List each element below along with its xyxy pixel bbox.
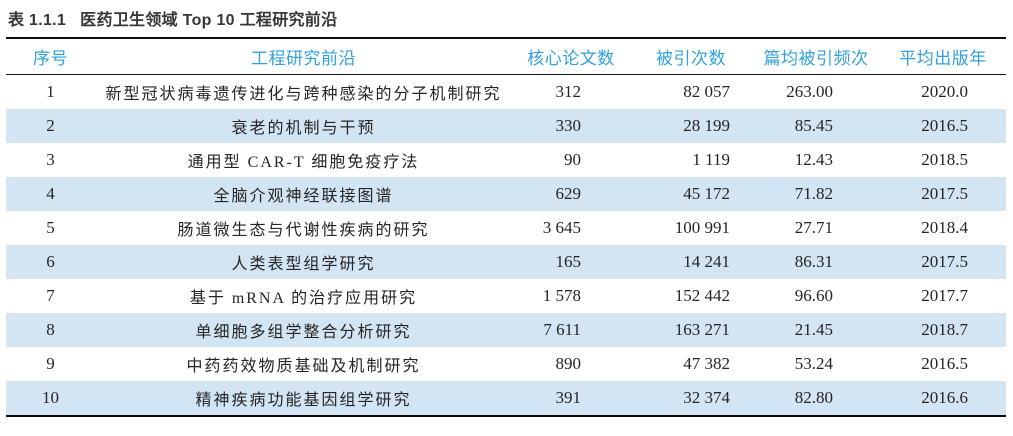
table-caption-title: 医药卫生领域 Top 10 工程研究前沿 [80,12,338,29]
mean-year-cell: 2020.0 [921,82,968,101]
mean-year-cell: 2016.6 [921,388,968,407]
core-papers-cell: 90 [564,150,581,169]
table-row: 10 精神疾病功能基因组学研究 391 32 374 82.80 2016.6 [6,381,1006,416]
core-papers-cell: 1 578 [542,286,581,305]
mean-year-cell: 2017.7 [921,286,968,305]
table-row: 6 人类表型组学研究 165 14 241 86.31 2017.5 [6,245,1006,279]
table-row: 3 通用型 CAR-T 细胞免疫疗法 90 1 119 12.43 2018.5 [6,143,1006,177]
citations-cell: 14 241 [683,252,730,271]
front-cell: 衰老的机制与干预 [231,120,376,137]
core-papers-cell: 629 [555,184,582,203]
front-cell: 基于 mRNA 的治疗应用研究 [189,290,418,307]
citations-per-paper-cell: 27.71 [794,218,833,237]
citations-per-paper-cell: 12.43 [794,150,833,169]
citations-cell: 82 057 [683,82,730,101]
front-cell: 中药药效物质基础及机制研究 [186,358,421,375]
citations-cell: 45 172 [683,184,730,203]
table-row: 8 单细胞多组学整合分析研究 7 611 163 271 21.45 2018.… [6,313,1006,347]
citations-per-paper-cell: 71.82 [794,184,833,203]
table-row: 1 新型冠状病毒遗传进化与跨种感染的分子机制研究 312 82 057 263.… [6,75,1006,110]
mean-year-cell: 2017.5 [921,252,968,271]
rank-cell: 4 [46,184,55,203]
table-row: 2 衰老的机制与干预 330 28 199 85.45 2016.5 [6,109,1006,143]
rank-cell: 2 [46,116,55,135]
citations-per-paper-cell: 96.60 [794,286,833,305]
table-caption-label: 表 1.1.1 [8,12,67,29]
rank-cell: 1 [46,82,55,101]
front-cell: 精神疾病功能基因组学研究 [195,392,412,409]
front-cell: 全脑介观神经联接图谱 [213,188,394,205]
core-papers-cell: 165 [555,252,582,271]
citations-cell: 163 271 [674,320,730,339]
column-header-front: 工程研究前沿 [95,38,512,75]
citations-per-paper-cell: 85.45 [794,116,833,135]
front-cell: 肠道微生态与代谢性疾病的研究 [177,222,430,239]
citations-per-paper-cell: 21.45 [794,320,833,339]
citations-per-paper-cell: 82.80 [794,388,833,407]
table-row: 9 中药药效物质基础及机制研究 890 47 382 53.24 2016.5 [6,347,1006,381]
core-papers-cell: 391 [555,388,582,407]
citations-cell: 28 199 [683,116,730,135]
mean-year-cell: 2018.4 [921,218,968,237]
rank-cell: 7 [46,286,55,305]
column-header-mean-year: 平均出版年 [880,38,1006,75]
citations-per-paper-cell: 263.00 [786,82,833,101]
front-cell: 人类表型组学研究 [231,256,376,273]
core-papers-cell: 890 [555,354,582,373]
front-cell: 单细胞多组学整合分析研究 [195,324,412,341]
table-header-row: 序号 工程研究前沿 核心论文数 被引次数 篇均被引频次 平均出版年 [6,38,1006,75]
citations-cell: 100 991 [674,218,730,237]
citations-cell: 32 374 [683,388,730,407]
table-row: 5 肠道微生态与代谢性疾病的研究 3 645 100 991 27.71 201… [6,211,1006,245]
mean-year-cell: 2018.5 [921,150,968,169]
table-caption: 表 1.1.1 医药卫生领域 Top 10 工程研究前沿 [8,11,1013,30]
mean-year-cell: 2016.5 [921,354,968,373]
core-papers-cell: 330 [555,116,582,135]
table-row: 7 基于 mRNA 的治疗应用研究 1 578 152 442 96.60 20… [6,279,1006,313]
rank-cell: 5 [46,218,55,237]
rank-cell: 3 [46,150,55,169]
citations-per-paper-cell: 86.31 [794,252,833,271]
column-header-citations-per-paper: 篇均被引频次 [752,38,880,75]
research-fronts-table: 序号 工程研究前沿 核心论文数 被引次数 篇均被引频次 平均出版年 1 新型冠状… [6,37,1006,417]
column-header-core-papers: 核心论文数 [512,38,630,75]
front-cell: 通用型 CAR-T 细胞免疫疗法 [187,154,420,171]
citations-cell: 152 442 [674,286,730,305]
rank-cell: 6 [46,252,55,271]
citations-per-paper-cell: 53.24 [794,354,833,373]
mean-year-cell: 2018.7 [921,320,968,339]
citations-cell: 1 119 [692,150,730,169]
column-header-citations: 被引次数 [630,38,752,75]
mean-year-cell: 2017.5 [921,184,968,203]
column-header-rank: 序号 [6,38,95,75]
citations-cell: 47 382 [683,354,730,373]
rank-cell: 10 [42,388,59,407]
core-papers-cell: 312 [555,82,582,101]
front-cell: 新型冠状病毒遗传进化与跨种感染的分子机制研究 [105,86,502,103]
table-row: 4 全脑介观神经联接图谱 629 45 172 71.82 2017.5 [6,177,1006,211]
rank-cell: 8 [46,320,55,339]
mean-year-cell: 2016.5 [921,116,968,135]
report-table-page: 表 1.1.1 医药卫生领域 Top 10 工程研究前沿 序号 工程研究前沿 核心… [0,11,1013,436]
rank-cell: 9 [46,354,55,373]
core-papers-cell: 3 645 [542,218,581,237]
core-papers-cell: 7 611 [543,320,581,339]
